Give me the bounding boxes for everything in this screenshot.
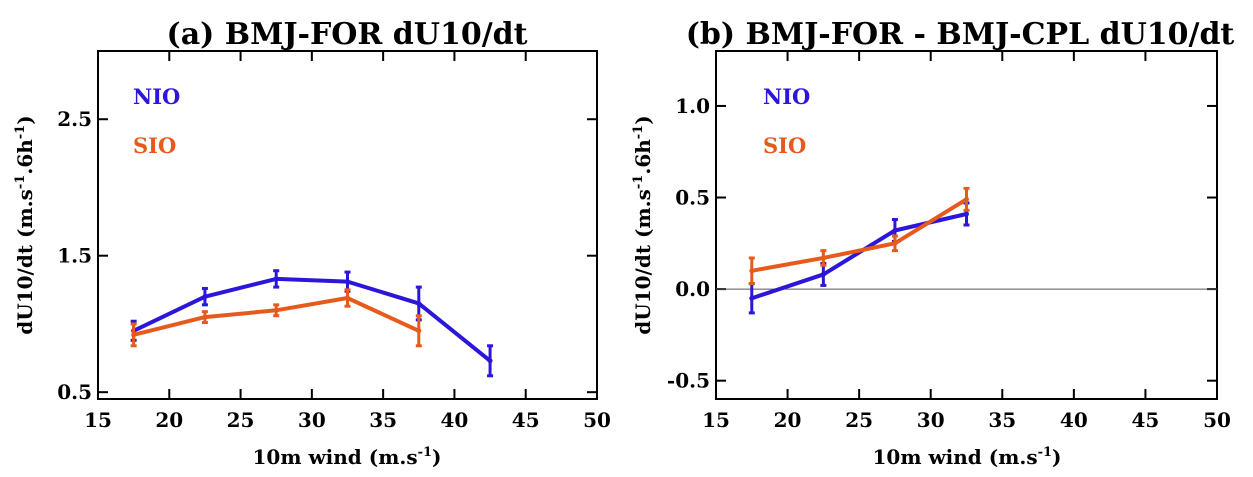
panel-b-data-point-sio [892,240,898,246]
panel-a-plot-frame [97,50,598,400]
panel-a-series-line-nio [132,276,492,363]
panel-b-series-line-nio [751,212,967,301]
panel-b-data-point-nio [820,271,826,277]
panel-b-title: (b) BMJ-FOR - BMJ-CPL dU10/dt [686,17,1235,52]
panel-a-y-tick-label: 1.5 [57,244,92,268]
panel-b-data-point-nio [749,295,755,301]
panel-a-data-point-sio [273,307,279,313]
panel-b-x-tick-label: 25 [845,408,873,432]
panel-b-legend-nio: NIO [763,84,810,109]
panel-a-x-axis-label: 10m wind (m.s-1) [252,445,441,469]
panel-b: (b) BMJ-FOR - BMJ-CPL dU10/dt 15 20 25 30 35… [631,17,1234,469]
panel-a-series [130,269,494,378]
panel-a-data-point-sio [416,328,422,334]
panel-a-x-tick-label: 30 [298,408,326,432]
panel-b-y-tick-label: 0.5 [675,186,710,210]
panel-a-data-point-sio [131,332,137,338]
panel-b-x-tick-label: 40 [1060,408,1088,432]
panel-b-y-tick-label: -0.5 [667,369,710,393]
panel-a-x-tick-label: 35 [369,408,397,432]
panel-a-x-tick-label: 20 [155,408,183,432]
panel-a-x-tick-label: 25 [227,408,255,432]
panel-a-x-tick-label: 15 [84,408,112,432]
panel-b-x-tick-label: 45 [1132,408,1160,432]
panel-b-x-tick-label: 20 [774,408,802,432]
panel-a-data-point-nio [345,279,350,285]
panel-b-x-tick-label: 30 [917,408,945,432]
panel-b-legend-sio: SIO [763,133,806,158]
panel-b-y-tick-label: 1.0 [675,94,710,118]
panel-a-y-axis-label: dU10/dt (m.s-1.6h-1) [13,115,37,334]
panel-a-legend-nio: NIO [133,84,180,109]
panel-a-x-tick-label: 40 [441,408,469,432]
panel-b-data-point-nio [892,227,898,233]
panel-a-data-point-nio [416,300,422,306]
panel-a-data-point-nio [273,276,279,282]
panel-a-title: (a) BMJ-FOR dU10/dt [167,17,528,52]
panel-b-x-tick-label: 50 [1203,408,1231,432]
panel-b-data-point-sio [820,255,826,261]
panel-a-y-tick-label: 2.5 [57,107,92,131]
panel-b-y-axis-label: dU10/dt (m.s-1.6h-1) [631,115,655,334]
panel-b-data-point-sio [964,196,969,202]
panel-b-data-point-nio [964,211,969,217]
panel-a-data-point-sio [202,314,208,320]
panel-a-ticks: 15 20 25 30 35 40 45 50 0.5 1.5 2.5 [57,51,611,432]
panel-b-plot-frame [715,50,1218,400]
panel-b-x-tick-label: 15 [702,408,730,432]
panel-b-y-tick-label: 0.0 [675,277,710,301]
panel-b-ticks: 15 20 25 30 35 40 45 50 -0.5 0.0 0.5 1.0 [667,51,1231,432]
panel-a-x-tick-label: 50 [583,408,611,432]
panel-a-legend-sio: SIO [133,133,176,158]
panel-a-data-point-nio [202,294,208,300]
panel-a-x-tick-label: 45 [512,408,540,432]
panel-a-data-point-sio [345,295,350,301]
panel-b-x-tick-label: 35 [988,408,1016,432]
panel-b-series [748,186,970,315]
panel-a-data-point-nio [487,358,493,364]
panel-b-data-point-sio [749,268,755,274]
panel-b-x-axis-label: 10m wind (m.s-1) [872,445,1061,469]
panel-b-series-line-sio [751,197,968,273]
panel-a: (a) BMJ-FOR dU10/dt 15 20 25 30 35 40 45 500.51… [13,17,611,469]
panel-a-y-tick-label: 0.5 [57,380,92,404]
